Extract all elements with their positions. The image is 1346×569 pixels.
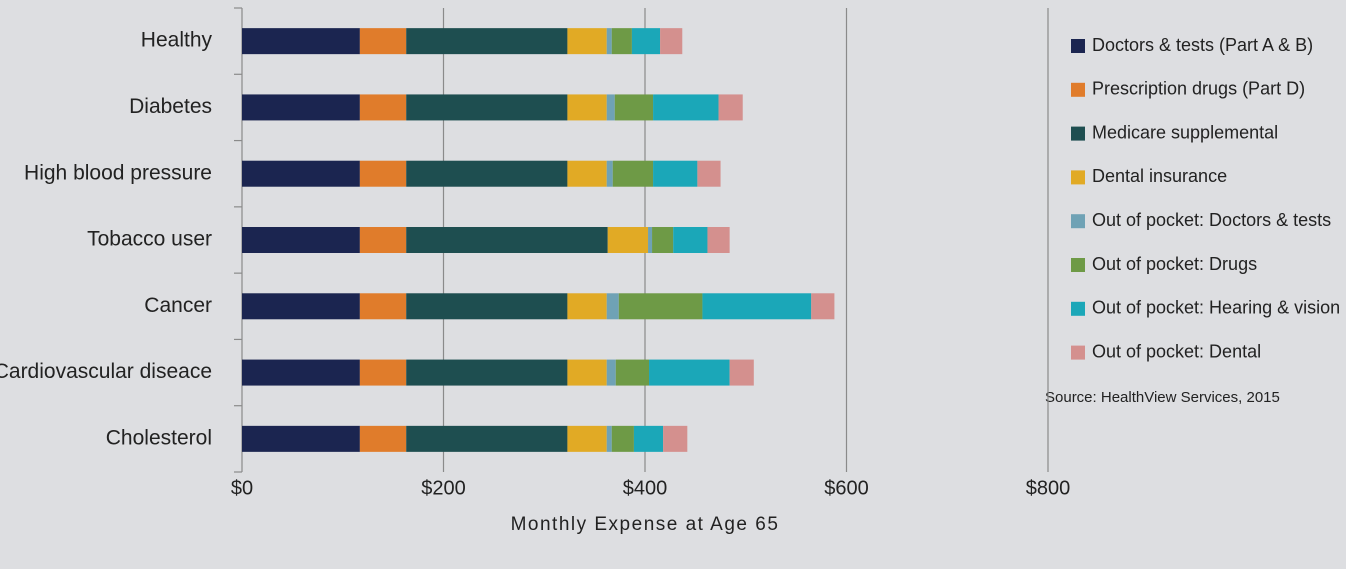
legend-swatch (1071, 82, 1085, 97)
bar-segment (406, 160, 568, 187)
bar-segment (811, 293, 835, 320)
bar-segment (612, 160, 654, 187)
bar-segment (242, 359, 360, 386)
legend-swatch (1071, 301, 1085, 316)
y-tick-label: Healthy (141, 29, 213, 52)
bar-segment (242, 425, 360, 452)
bar-segment (611, 28, 632, 55)
legend-label: Out of pocket: Drugs (1092, 254, 1257, 274)
bar-segment (359, 28, 407, 55)
bar-segment (648, 227, 653, 253)
bar-segment (359, 293, 407, 320)
legend-label: Out of pocket: Doctors & tests (1092, 210, 1331, 230)
bar-segment (359, 227, 407, 253)
bar-segment (615, 359, 650, 386)
legend-label: Doctors & tests (Part A & B) (1092, 35, 1313, 55)
bar-segment (406, 94, 568, 121)
legend-label: Prescription drugs (Part D) (1092, 79, 1305, 99)
bar-segment (618, 293, 703, 320)
bar-segment (633, 425, 664, 452)
x-tick-label: $800 (1026, 477, 1071, 499)
x-axis-title: Monthly Expense at Age 65 (511, 514, 780, 535)
x-tick-label: $0 (231, 477, 253, 499)
bar-segment (359, 94, 407, 121)
legend-label: Dental insurance (1092, 166, 1227, 186)
bar-segment (242, 293, 360, 320)
bar-segment (606, 28, 612, 55)
bar-segment (606, 425, 612, 452)
x-tick-label: $600 (824, 477, 869, 499)
bar-segment (606, 94, 615, 121)
bar-segment (567, 28, 607, 55)
bar-segment (611, 425, 634, 452)
bar-segment (631, 28, 661, 55)
bar-segment (406, 359, 568, 386)
bar-segment (359, 160, 407, 187)
y-tick-label: Cardiovascular diseace (0, 360, 212, 383)
bar-segment (649, 359, 730, 386)
bar-segment (702, 293, 812, 320)
bar-segment (673, 227, 708, 253)
bar-segment (697, 160, 721, 187)
bar-segment (729, 359, 754, 386)
bar-segment (567, 160, 607, 187)
y-tick-label: High blood pressure (24, 161, 212, 184)
bar-segment (718, 94, 743, 121)
bar-segment (660, 28, 683, 55)
bar-segment (242, 94, 360, 121)
y-tick-label: Tobacco user (87, 228, 212, 251)
legend-label: Out of pocket: Hearing & vision (1092, 298, 1340, 318)
bar-segment (567, 359, 607, 386)
legend-swatch (1071, 39, 1085, 53)
x-tick-label: $400 (623, 477, 668, 499)
bar-segment (606, 359, 616, 386)
bar-segment (406, 425, 568, 452)
source: Source: HealthView Services, 2015 (1045, 389, 1280, 406)
bar-segment (242, 160, 360, 187)
bar-segment (606, 160, 613, 187)
bar-segment (652, 227, 674, 253)
legend-swatch (1071, 214, 1085, 229)
legend-swatch (1071, 170, 1085, 185)
bar-segment (663, 425, 688, 452)
bar-segment (606, 293, 619, 320)
bar-segment (406, 28, 568, 55)
legend-label: Out of pocket: Dental (1092, 341, 1261, 361)
bar-segment (406, 293, 568, 320)
y-tick-label: Cancer (144, 294, 212, 317)
bar-segment (653, 160, 698, 187)
bar-segment (359, 425, 407, 452)
bar-segment (567, 293, 607, 320)
bar-segment (406, 227, 608, 253)
bar-segment (567, 425, 607, 452)
legend-swatch (1071, 126, 1085, 141)
bar-segment (607, 227, 649, 253)
bar-segment (567, 94, 607, 121)
bar-segment (653, 94, 719, 121)
bar-segment (707, 227, 730, 253)
legend-swatch (1071, 258, 1085, 272)
bar-segment (359, 359, 407, 386)
bar-segment (614, 94, 654, 121)
y-tick-label: Diabetes (129, 95, 212, 118)
x-tick-label: $200 (421, 477, 466, 499)
legend-label: Medicare supplemental (1092, 122, 1278, 142)
bar-segment (242, 227, 360, 253)
y-tick-label: Cholesterol (106, 426, 212, 449)
legend-swatch (1071, 345, 1085, 360)
bar-segment (242, 28, 360, 55)
